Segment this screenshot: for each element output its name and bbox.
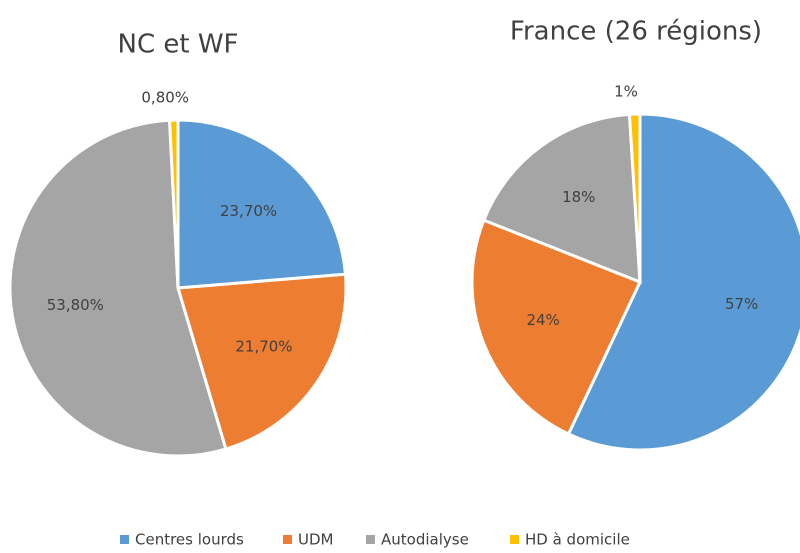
data-label: 23,70% xyxy=(220,202,277,220)
data-label: 57% xyxy=(725,295,758,313)
legend-swatch xyxy=(366,535,375,544)
legend-label: Centres lourds xyxy=(135,531,244,549)
pie-slice xyxy=(481,112,642,285)
chart-title: France (26 régions) xyxy=(510,17,762,47)
legend-label: UDM xyxy=(298,531,333,549)
pie-slice xyxy=(627,112,642,283)
data-label: 53,80% xyxy=(47,296,104,314)
chart-title: NC et WF xyxy=(118,30,239,60)
legend-label: HD à domicile xyxy=(525,531,630,549)
pie-slice xyxy=(176,272,348,451)
data-label: 0,80% xyxy=(141,89,189,107)
data-label: 21,70% xyxy=(235,337,292,355)
legend-swatch xyxy=(283,535,292,544)
pie-slice xyxy=(176,118,348,290)
pie-slice xyxy=(167,118,180,289)
data-label: 1% xyxy=(614,83,638,101)
legend-swatch xyxy=(510,535,519,544)
legend-swatch xyxy=(120,535,129,544)
pie-slice xyxy=(566,112,800,452)
data-label: 24% xyxy=(526,311,559,329)
pie-slice xyxy=(470,218,643,437)
data-label: 18% xyxy=(562,188,595,206)
pie-slice xyxy=(8,118,228,458)
legend-label: Autodialyse xyxy=(381,531,469,549)
